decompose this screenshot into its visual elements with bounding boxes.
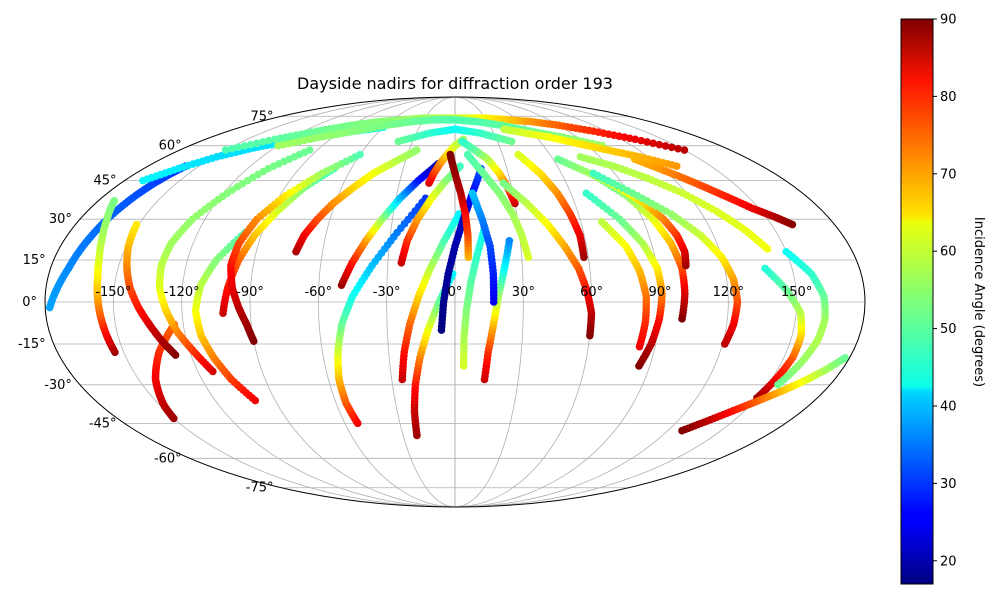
data-point xyxy=(463,150,472,159)
latitude-tick-label: -15° xyxy=(18,337,46,352)
colorbar-tick-label: 60 xyxy=(940,245,957,260)
data-point xyxy=(655,140,664,149)
longitude-tick-label: 90° xyxy=(648,285,671,300)
data-point xyxy=(589,169,598,178)
colorbar-tick-label: 80 xyxy=(940,90,957,105)
data-point xyxy=(305,146,314,154)
latitude-tick-label: 15° xyxy=(23,253,46,268)
data-point xyxy=(259,138,267,146)
data-point xyxy=(661,142,670,150)
data-point xyxy=(576,153,585,161)
data-point xyxy=(234,143,242,152)
longitude-tick-labels: -150° -120° -90° -60° -30° 0° 30° 60° 90° 120° 150… xyxy=(95,285,812,300)
data-point xyxy=(446,150,455,159)
data-point xyxy=(505,236,514,245)
data-point xyxy=(514,150,523,159)
data-point xyxy=(631,135,639,144)
chart-title: Dayside nadirs for diffraction order 193 xyxy=(297,74,613,93)
colorbar-tick-label: 40 xyxy=(940,399,957,414)
latitude-tick-label: 60° xyxy=(159,139,182,154)
data-point xyxy=(782,247,791,256)
data-point xyxy=(788,220,797,229)
data-point xyxy=(499,179,508,187)
latitude-tick-label: 30° xyxy=(49,212,72,227)
data-point xyxy=(841,353,849,362)
data-point xyxy=(132,220,141,229)
longitude-tick-label: 60° xyxy=(580,285,603,300)
data-point xyxy=(468,189,477,197)
data-point xyxy=(228,144,236,153)
longitude-tick-label: -150° xyxy=(95,285,131,300)
data-point xyxy=(458,137,466,146)
data-point xyxy=(761,264,769,273)
colorbar-tick-label: 70 xyxy=(940,167,957,182)
data-point xyxy=(637,136,645,145)
longitude-tick-label: 30° xyxy=(512,285,535,300)
data-point xyxy=(643,138,651,146)
data-point xyxy=(674,144,682,153)
latitude-tick-label: 75° xyxy=(250,109,273,124)
data-point xyxy=(582,189,591,197)
data-point xyxy=(668,143,676,152)
colorbar-tick-label: 20 xyxy=(940,554,957,569)
data-point xyxy=(412,146,421,154)
data-point xyxy=(265,136,273,145)
colorbar xyxy=(900,18,934,585)
longitude-tick-label: -30° xyxy=(373,285,401,300)
longitude-tick-label: 120° xyxy=(713,285,744,300)
longitude-tick-label: -120° xyxy=(164,285,200,300)
colorbar-tick-label: 30 xyxy=(940,477,957,492)
data-point xyxy=(680,146,689,154)
latitude-tick-label: -30° xyxy=(44,378,72,393)
latitude-tick-labels: -75° -60° -45° -30° -15° 0° 15° 30° 45° 60° 75° xyxy=(18,109,274,495)
colorbar-tick-label: 50 xyxy=(940,322,957,337)
longitude-tick-label: 0° xyxy=(448,285,463,300)
data-point xyxy=(672,162,681,170)
longitude-tick-label: 150° xyxy=(781,285,812,300)
colorbar-label: Incidence Angle (degrees) xyxy=(971,217,986,387)
latitude-tick-label: -75° xyxy=(246,481,274,496)
latitude-tick-label: 45° xyxy=(94,174,117,189)
colorbar-tick-label: 90 xyxy=(940,13,957,28)
map-grid xyxy=(45,97,865,507)
longitude-tick-label: -90° xyxy=(236,285,264,300)
data-point xyxy=(252,139,261,148)
latitude-tick-label: -45° xyxy=(89,416,117,431)
data-point xyxy=(456,162,464,170)
latitude-tick-label: 0° xyxy=(22,295,37,310)
data-point xyxy=(246,140,255,149)
latitude-tick-label: -60° xyxy=(154,451,182,466)
colorbar-ticks: 20 30 40 50 60 70 80 90 xyxy=(933,13,957,569)
map-boundary xyxy=(44,96,866,508)
data-point xyxy=(221,146,230,154)
data-point xyxy=(356,150,364,159)
data-point xyxy=(507,137,516,146)
data-point xyxy=(649,139,658,148)
longitude-tick-label: -60° xyxy=(304,285,332,300)
data-point xyxy=(554,155,562,163)
data-point xyxy=(597,218,606,226)
data-point xyxy=(240,142,249,150)
data-point xyxy=(110,197,119,205)
data-points xyxy=(45,114,849,440)
